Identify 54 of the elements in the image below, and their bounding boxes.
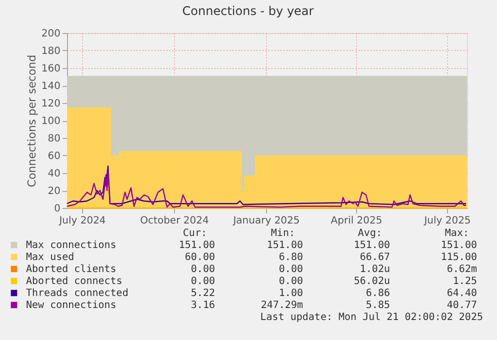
x-tick-label: April 2025 (330, 216, 382, 226)
text: 0.00 (190, 276, 215, 287)
y-tick-label: 20 (48, 186, 60, 197)
text: 151.00 (178, 240, 215, 251)
text: 0.00 (190, 264, 215, 275)
legend-label: New connections (26, 300, 116, 311)
x-tick-label: July 2024 (58, 216, 106, 226)
y-tick-label: 200 (41, 28, 60, 40)
text: Min: (270, 228, 295, 239)
text: Avg: (358, 228, 382, 239)
text: 1.00 (278, 288, 303, 299)
text: 56.02u (354, 276, 390, 287)
x-tick-label: October 2024 (140, 216, 209, 226)
y-tick-label: 180 (41, 46, 60, 57)
y-tick-label: 100 (41, 116, 60, 127)
text: 151.00 (266, 240, 303, 251)
legend-label: Aborted clients (26, 264, 116, 275)
text: 0.00 (278, 264, 303, 275)
y-tick-label: 60 (48, 151, 60, 162)
text: 60.00 (184, 252, 215, 263)
text: 151.00 (440, 240, 477, 251)
text: 151.00 (354, 240, 390, 251)
y-tick-label: 160 (41, 64, 60, 74)
text: 115.00 (440, 252, 477, 263)
chart-title: Connections - by year (182, 4, 314, 18)
legend-label: Max used (26, 252, 74, 263)
y-tick-label: 120 (41, 98, 60, 110)
text: Max: (444, 228, 469, 239)
text: 1.02u (360, 264, 390, 275)
text: 6.86 (366, 288, 390, 299)
text: 6.80 (278, 252, 303, 263)
text: 5.85 (366, 300, 390, 311)
text: Last update: Mon Jul 21 02:00:02 2025 (260, 312, 483, 323)
text: 5.22 (190, 288, 215, 299)
text: 6.62m (446, 264, 477, 275)
text: Cur: (182, 228, 207, 239)
text: 40.77 (446, 300, 477, 311)
text: 1.25 (452, 276, 477, 287)
text: 3.16 (190, 300, 215, 311)
text: 247.29m (260, 300, 303, 311)
y-tick-label: 40 (48, 168, 60, 180)
y-tick-label: 140 (41, 81, 60, 92)
text: 66.67 (360, 252, 390, 263)
y-axis-title: Connections per second (25, 54, 38, 188)
y-tick-label: 80 (48, 134, 60, 144)
legend-label: Aborted connects (26, 276, 122, 287)
legend-label: Max connections (26, 240, 116, 251)
text: 64.40 (446, 288, 477, 299)
x-tick-label: July 2025 (423, 216, 471, 226)
y-tick-label: 0 (54, 204, 60, 214)
line-series (66, 165, 467, 206)
x-tick-label: January 2025 (232, 216, 300, 226)
text: 0.00 (278, 276, 303, 287)
legend-label: Threads connected (26, 288, 128, 299)
